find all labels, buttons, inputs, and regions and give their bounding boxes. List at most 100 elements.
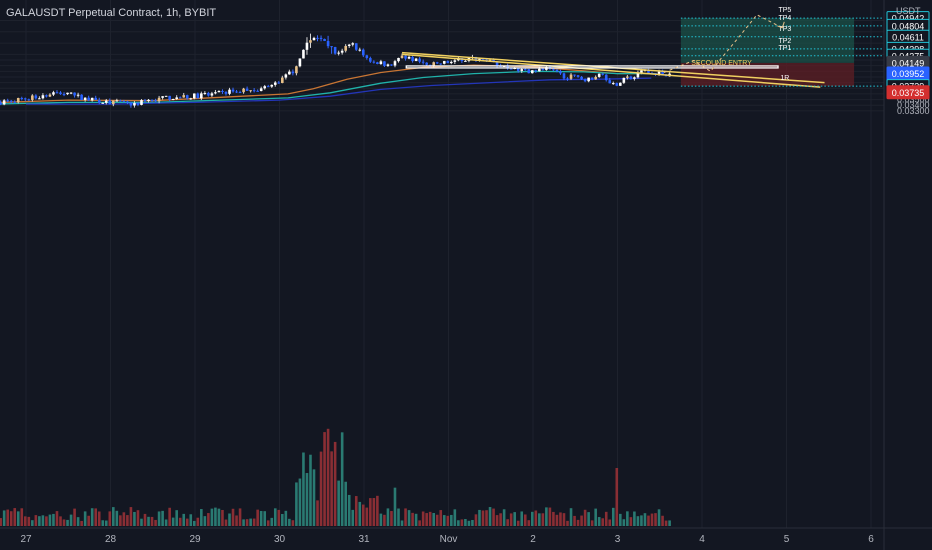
candle-body — [171, 98, 175, 100]
volume-bar — [365, 507, 369, 526]
volume-bar — [13, 508, 17, 526]
candle-body — [168, 95, 171, 100]
target-label: 1R — [780, 75, 789, 82]
candle-body — [538, 68, 541, 72]
candle-body — [175, 97, 178, 99]
candle-body — [326, 41, 330, 47]
candle-body — [601, 73, 605, 75]
candle-body — [383, 61, 386, 66]
volume-bar — [358, 501, 362, 526]
candle-body — [520, 69, 524, 71]
second-entry-box — [405, 65, 779, 69]
volume-bar — [513, 512, 516, 526]
candle-body — [185, 95, 189, 99]
volume-bar — [161, 510, 164, 526]
candle-body — [407, 56, 411, 59]
volume-bar — [530, 511, 534, 526]
volume-bar — [154, 519, 157, 526]
candle-body — [464, 60, 467, 62]
volume-bar — [488, 507, 492, 526]
candle-body — [361, 49, 365, 56]
volume-bar — [478, 509, 481, 526]
volume-bar — [425, 513, 428, 526]
candle-body — [182, 95, 186, 98]
volume-bar — [421, 511, 425, 526]
candle-body — [94, 97, 98, 100]
volume-bar — [302, 452, 305, 526]
candle-body — [404, 55, 407, 59]
x-tick-label: 29 — [189, 534, 201, 545]
volume-bar — [435, 514, 439, 526]
y-tick-label: 0.03400 — [897, 100, 930, 110]
volume-bar — [133, 511, 136, 526]
volume-bar — [611, 507, 615, 526]
candle-body — [52, 92, 55, 95]
candle-body — [214, 92, 217, 94]
x-tick-label: 27 — [20, 534, 32, 545]
candle-body — [365, 55, 369, 59]
volume-bar — [545, 507, 548, 526]
candle-body — [400, 55, 404, 58]
candle-body — [23, 98, 27, 100]
candle-body — [291, 71, 295, 74]
candle-body — [252, 90, 256, 92]
volume-bar — [583, 509, 587, 526]
volume-bar — [129, 507, 133, 526]
volume-bar — [147, 516, 150, 526]
volume-bar — [647, 515, 650, 526]
volume-bar — [428, 511, 432, 526]
candle-body — [284, 74, 288, 78]
candle-body — [509, 68, 513, 70]
volume-bar — [108, 511, 112, 526]
volume-bar — [256, 509, 259, 526]
volume-bar — [601, 518, 605, 526]
candle-body — [101, 102, 105, 104]
candle-body — [277, 82, 281, 84]
volume-bar — [140, 518, 143, 526]
volume-bar — [668, 520, 671, 526]
volume-bar — [207, 513, 210, 526]
volume-bar — [407, 510, 411, 526]
volume-bar — [122, 512, 126, 526]
candle-body — [59, 92, 62, 95]
candle-body — [76, 94, 80, 96]
volume-bar — [520, 511, 524, 526]
volume-bar — [305, 473, 309, 526]
volume-bar — [654, 513, 657, 526]
candle-body — [235, 91, 238, 93]
volume-bar — [281, 513, 284, 526]
volume-bar — [2, 510, 6, 526]
candle-body — [73, 92, 76, 96]
volume-bar — [104, 520, 108, 526]
volume-bar — [372, 498, 376, 526]
volume-bar — [523, 514, 527, 526]
volume-bar — [559, 512, 562, 526]
x-tick-label: 3 — [615, 534, 621, 545]
candle-body — [450, 61, 453, 64]
volume-bar — [330, 451, 333, 526]
candle-body — [358, 49, 362, 51]
volume-bar — [386, 508, 390, 526]
volume-bar — [295, 482, 298, 526]
candle-body — [608, 80, 612, 84]
volume-bar — [69, 514, 73, 526]
candle-body — [200, 93, 203, 99]
candle-body — [83, 97, 87, 100]
currency-label: USDT — [896, 6, 921, 16]
candle-body — [16, 98, 20, 103]
volume-bar — [259, 510, 263, 526]
long-position-tool[interactable] — [680, 18, 855, 87]
candle-body — [20, 98, 24, 100]
volume-bar — [270, 517, 274, 526]
volume-bar — [457, 520, 460, 526]
volume-bar — [143, 513, 147, 526]
candle-body — [379, 61, 383, 65]
candle-body — [576, 75, 580, 77]
candle-body — [626, 76, 629, 78]
volume-bar — [178, 517, 182, 526]
volume-bar — [119, 515, 122, 526]
candle-body — [615, 83, 619, 86]
candle-body — [126, 101, 129, 103]
